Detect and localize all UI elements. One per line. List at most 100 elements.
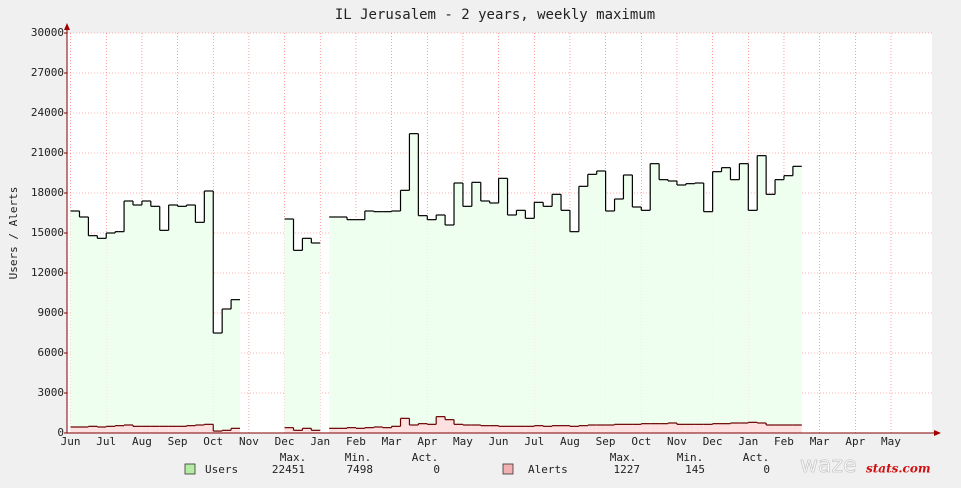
- area-step: [338, 428, 348, 433]
- x-tick-label: Mar: [382, 435, 402, 448]
- area-step: [498, 426, 508, 433]
- area-step: [409, 133, 419, 434]
- area-step: [338, 217, 348, 433]
- area-step: [721, 423, 731, 433]
- area-step: [311, 243, 321, 433]
- x-tick-label: Dec: [703, 435, 723, 448]
- area-step: [498, 178, 508, 433]
- area-step: [605, 211, 615, 433]
- area-step: [730, 179, 740, 433]
- area-step: [168, 205, 178, 433]
- area-step: [222, 309, 232, 433]
- area-step: [676, 185, 686, 433]
- area-step: [775, 425, 784, 433]
- area-step: [480, 201, 490, 433]
- y-tick-label: 15000: [31, 226, 64, 239]
- area-step: [792, 166, 802, 434]
- y-axis-arrow: [64, 23, 70, 30]
- area-step: [222, 430, 232, 433]
- axes: [64, 23, 941, 436]
- area-step: [712, 423, 722, 433]
- legend-header: Min.: [345, 451, 372, 464]
- area-step: [177, 206, 187, 433]
- area-step: [632, 207, 642, 433]
- area-step: [703, 424, 713, 433]
- x-tick-label: Aug: [560, 435, 580, 448]
- area-step: [88, 235, 98, 433]
- area-step: [471, 182, 481, 433]
- x-tick-label: Dec: [275, 435, 295, 448]
- area-step: [355, 219, 365, 433]
- area-step: [150, 426, 160, 433]
- marks: [70, 133, 802, 434]
- area-step: [364, 211, 374, 433]
- y-tick-label: 24000: [31, 106, 64, 119]
- area-step: [694, 183, 704, 433]
- legend-header: Max.: [280, 451, 307, 464]
- area-step: [569, 426, 579, 433]
- area-step: [293, 250, 303, 433]
- area-step: [739, 163, 749, 433]
- logo-suffix: stats.com: [866, 462, 931, 476]
- area-step: [454, 424, 463, 433]
- x-tick-label: Jul: [524, 435, 544, 448]
- area-step: [587, 425, 597, 433]
- area-step: [427, 219, 437, 433]
- area-step: [659, 179, 669, 433]
- area-step: [168, 426, 178, 433]
- area-step: [124, 201, 133, 433]
- area-step: [391, 211, 401, 433]
- x-tick-label: Apr: [417, 435, 437, 448]
- area-step: [436, 215, 446, 433]
- area-step: [400, 418, 410, 433]
- area-step: [79, 427, 89, 433]
- area-step: [775, 179, 784, 433]
- area-step: [489, 425, 499, 433]
- area-step: [507, 215, 517, 433]
- area-step: [418, 423, 428, 433]
- area-step: [186, 425, 196, 433]
- area-step: [132, 426, 142, 433]
- area-step: [641, 423, 651, 433]
- area-step: [436, 416, 446, 433]
- x-tick-label: Sep: [168, 435, 188, 448]
- legend-header: Act.: [743, 451, 770, 464]
- area-step: [373, 211, 383, 433]
- area-step: [748, 210, 758, 433]
- area-step: [400, 190, 410, 433]
- area-step: [614, 424, 624, 433]
- area-step: [88, 426, 98, 433]
- area-step: [516, 210, 526, 433]
- area-step: [668, 423, 677, 433]
- area-step: [694, 424, 704, 433]
- area-step: [382, 211, 392, 433]
- area-step: [561, 210, 570, 433]
- area-step: [79, 217, 89, 433]
- area-step: [783, 425, 793, 433]
- area-step: [364, 427, 374, 433]
- x-tick-label: Sep: [596, 435, 616, 448]
- area-step: [525, 218, 535, 433]
- area-step: [685, 424, 695, 433]
- x-tick-label: May: [453, 435, 473, 448]
- area-step: [106, 233, 116, 433]
- area-step: [650, 163, 660, 433]
- area-step: [792, 425, 802, 433]
- area-step: [569, 231, 579, 433]
- x-tick-label: Feb: [346, 435, 366, 448]
- area-step: [391, 426, 401, 433]
- x-tick-label: Jul: [96, 435, 116, 448]
- area-step: [552, 194, 562, 433]
- area-step: [159, 426, 169, 433]
- y-tick-label: 9000: [38, 306, 65, 319]
- y-axis-label: Users / Alerts: [7, 187, 20, 280]
- area-step: [106, 426, 116, 433]
- area-step: [578, 186, 588, 433]
- area-step: [641, 210, 651, 433]
- area-step: [462, 206, 472, 433]
- area-step: [757, 423, 767, 433]
- area-step: [766, 425, 776, 433]
- area-step: [141, 201, 151, 433]
- area-step: [213, 333, 223, 433]
